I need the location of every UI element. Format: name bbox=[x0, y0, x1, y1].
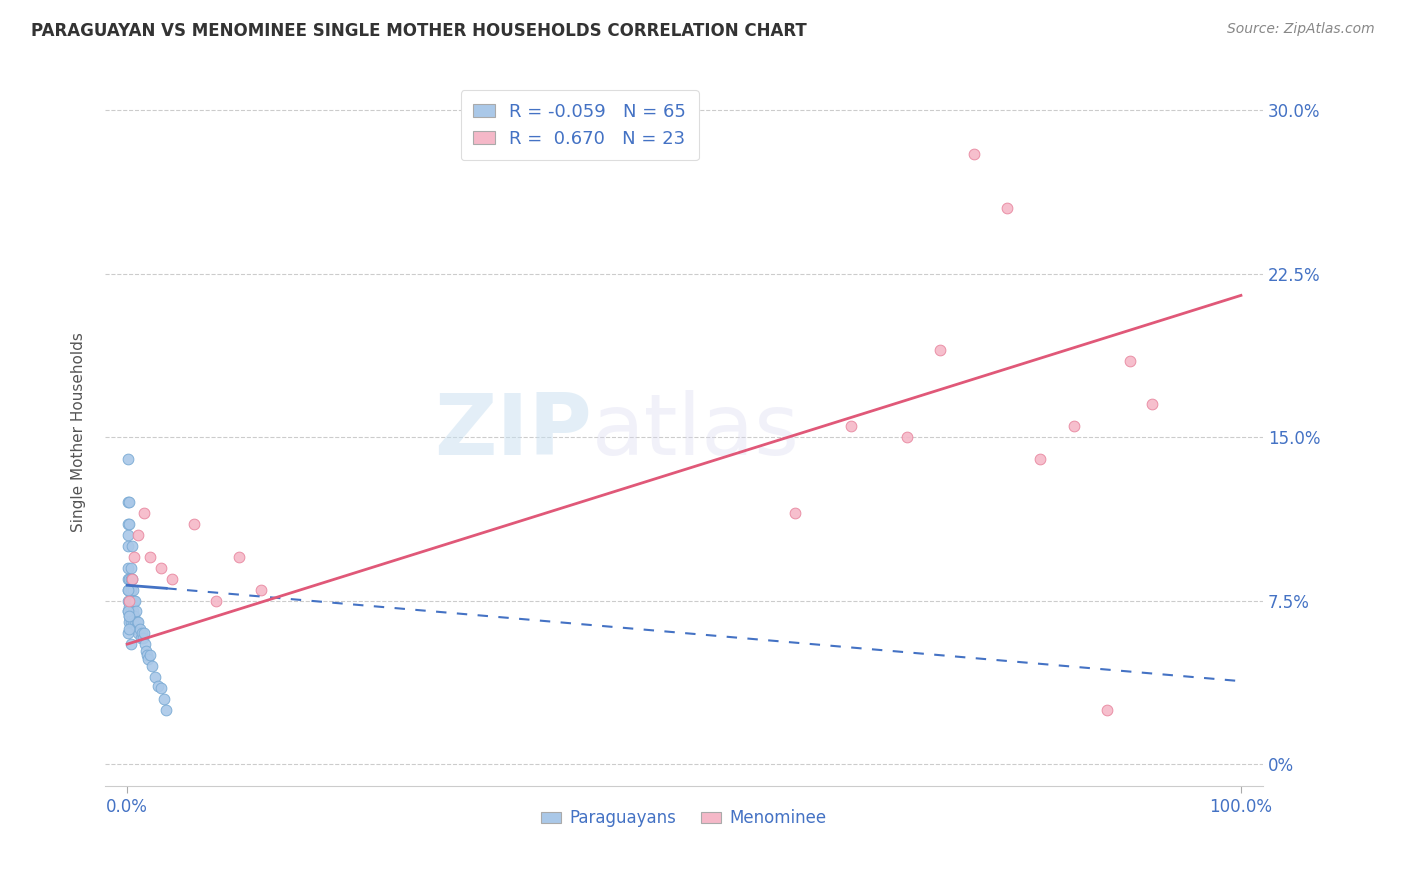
Point bbox=[134, 637, 156, 651]
Point bbox=[138, 652, 160, 666]
Point bbox=[118, 608, 141, 623]
Point bbox=[121, 593, 143, 607]
Point bbox=[132, 631, 155, 645]
Point bbox=[127, 528, 149, 542]
Text: ZIP: ZIP bbox=[433, 390, 592, 473]
Point bbox=[121, 572, 143, 586]
Point bbox=[121, 615, 143, 630]
Point bbox=[1140, 397, 1163, 411]
Point bbox=[132, 506, 155, 520]
Point bbox=[117, 593, 139, 607]
Legend: Paraguayans, Menominee: Paraguayans, Menominee bbox=[534, 803, 834, 834]
Point bbox=[160, 572, 183, 586]
Point bbox=[117, 604, 139, 618]
Point bbox=[124, 593, 146, 607]
Point bbox=[122, 549, 145, 564]
Point bbox=[120, 561, 142, 575]
Text: Source: ZipAtlas.com: Source: ZipAtlas.com bbox=[1227, 22, 1375, 37]
Point bbox=[117, 572, 139, 586]
Point bbox=[929, 343, 952, 357]
Point bbox=[117, 561, 139, 575]
Point bbox=[131, 626, 153, 640]
Point bbox=[118, 582, 141, 597]
Point bbox=[127, 615, 149, 630]
Point bbox=[228, 549, 250, 564]
Point bbox=[136, 648, 159, 662]
Point bbox=[121, 604, 143, 618]
Point bbox=[138, 648, 160, 662]
Point bbox=[121, 582, 143, 597]
Point bbox=[117, 528, 139, 542]
Point bbox=[155, 702, 177, 716]
Point bbox=[138, 549, 160, 564]
Point bbox=[120, 593, 142, 607]
Point bbox=[125, 622, 148, 636]
Point bbox=[149, 681, 172, 695]
Point bbox=[118, 608, 141, 623]
Point bbox=[205, 593, 228, 607]
Point bbox=[995, 201, 1018, 215]
Point bbox=[127, 615, 149, 630]
Point bbox=[121, 539, 143, 553]
Point bbox=[117, 517, 139, 532]
Point bbox=[118, 517, 141, 532]
Point bbox=[250, 582, 273, 597]
Point bbox=[143, 670, 166, 684]
Point bbox=[785, 506, 807, 520]
Point bbox=[1097, 702, 1119, 716]
Point bbox=[124, 615, 146, 630]
Point bbox=[141, 659, 163, 673]
Point bbox=[1063, 419, 1085, 434]
Point bbox=[117, 582, 139, 597]
Point bbox=[118, 593, 141, 607]
Point bbox=[117, 626, 139, 640]
Point bbox=[120, 615, 142, 630]
Point bbox=[135, 643, 157, 657]
Point bbox=[121, 593, 143, 607]
Point bbox=[839, 419, 862, 434]
Point bbox=[117, 604, 139, 618]
Point bbox=[148, 679, 170, 693]
Point bbox=[117, 495, 139, 509]
Point bbox=[121, 572, 143, 586]
Point bbox=[153, 691, 176, 706]
Point bbox=[118, 615, 141, 630]
Point bbox=[121, 608, 143, 623]
Point bbox=[122, 593, 145, 607]
Point bbox=[117, 451, 139, 466]
Point bbox=[117, 539, 139, 553]
Point bbox=[122, 608, 145, 623]
Y-axis label: Single Mother Households: Single Mother Households bbox=[72, 332, 86, 532]
Point bbox=[128, 622, 150, 636]
Point bbox=[117, 582, 139, 597]
Point bbox=[118, 622, 141, 636]
Point bbox=[118, 572, 141, 586]
Point bbox=[118, 495, 141, 509]
Point bbox=[127, 626, 149, 640]
Point bbox=[132, 626, 155, 640]
Point bbox=[149, 561, 172, 575]
Point bbox=[1029, 451, 1052, 466]
Point bbox=[129, 631, 152, 645]
Point bbox=[118, 593, 141, 607]
Text: PARAGUAYAN VS MENOMINEE SINGLE MOTHER HOUSEHOLDS CORRELATION CHART: PARAGUAYAN VS MENOMINEE SINGLE MOTHER HO… bbox=[31, 22, 807, 40]
Point bbox=[120, 637, 142, 651]
Text: atlas: atlas bbox=[592, 390, 800, 473]
Point bbox=[120, 582, 142, 597]
Point bbox=[118, 600, 141, 615]
Point bbox=[963, 146, 986, 161]
Point bbox=[120, 604, 142, 618]
Point bbox=[896, 430, 918, 444]
Point bbox=[1118, 353, 1140, 368]
Point bbox=[183, 517, 205, 532]
Point bbox=[120, 572, 142, 586]
Point bbox=[125, 604, 148, 618]
